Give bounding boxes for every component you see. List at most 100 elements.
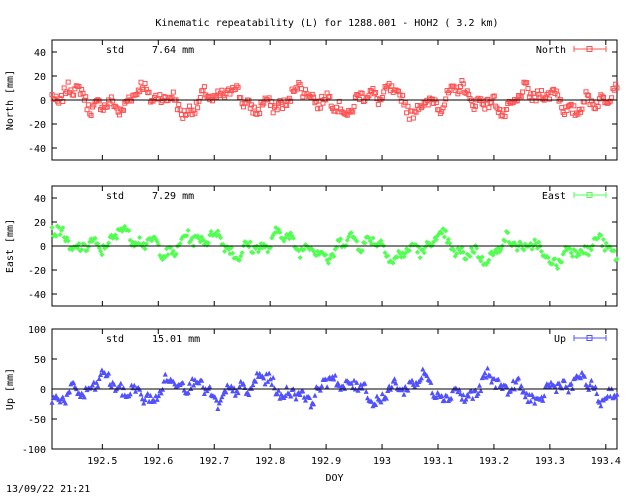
data-point [518,383,524,389]
data-point [129,98,135,104]
data-point [443,96,449,102]
data-point [156,393,162,399]
data-point [584,92,590,98]
legend-label: North [536,45,566,56]
data-point [561,112,567,118]
data-point [405,387,411,393]
data-point [187,380,193,386]
data-point [583,89,589,95]
data-point [189,112,195,118]
x-tick-label: 192.6 [143,456,173,467]
data-point [414,381,420,387]
data-point [502,238,508,244]
series-east [49,223,620,272]
data-point [614,256,620,262]
data-point [354,379,360,385]
x-tick-label: 192.8 [255,456,285,467]
data-point [397,92,403,98]
data-point [84,107,90,113]
data-point [464,251,470,257]
data-point [454,251,460,257]
data-point [521,247,527,253]
data-point [218,235,224,241]
stat-label: std [106,191,124,202]
data-point [503,383,509,389]
y-tick-label: -40 [28,144,46,155]
data-point [162,371,168,377]
data-point [458,83,464,89]
data-point [331,376,337,382]
data-point [517,93,523,99]
data-point [489,379,495,385]
data-point [463,256,469,262]
data-point [587,382,593,388]
data-point [481,373,487,379]
data-point [187,103,193,109]
data-point [485,96,491,102]
data-point [65,79,71,85]
data-point [92,235,98,241]
timestamp-footer: 13/09/22 21:21 [6,484,90,495]
data-point [192,110,198,116]
data-point [65,238,71,244]
data-point [603,240,609,246]
data-point [107,101,113,107]
data-point [141,400,147,406]
panel-north: 40 20 0 -20 -40 North [mm] std 7.64 mm North [5,39,620,161]
data-point [348,380,354,386]
data-point [379,94,385,100]
data-point [62,400,68,406]
data-point [536,91,542,97]
stat-label: std [106,334,124,345]
y-tick-label: 40 [34,194,46,205]
data-point [58,92,64,98]
data-point [572,248,578,254]
data-point [532,237,538,243]
data-point [122,223,128,229]
data-point [142,397,148,403]
data-point [520,89,526,95]
data-point [370,235,376,241]
data-point [370,86,376,92]
data-point [514,247,520,253]
panel-up: 100 50 0 -50 -100 192.5 192.6 192.7 192.8 192.9 19… [5,325,621,484]
data-point [385,388,391,394]
data-point [265,249,271,255]
data-point [267,376,273,382]
data-point [338,236,344,242]
x-axis-label: DOY [325,473,343,484]
data-point [201,390,207,396]
data-point [73,83,79,89]
data-point [311,94,317,100]
data-point [99,252,105,258]
data-point [247,239,253,245]
y-tick-label: 0 [40,96,46,107]
data-point [521,388,527,394]
data-point [362,240,368,246]
data-point [441,102,447,108]
data-point [133,388,139,394]
data-point [300,94,306,100]
data-point [444,393,450,399]
data-point [331,254,337,260]
legend-label: Up [554,334,566,345]
data-point [428,379,434,385]
data-point [223,389,229,395]
data-point [443,228,449,234]
data-point [315,106,321,112]
data-point [79,246,85,252]
data-point [319,383,325,389]
data-point [354,238,360,244]
data-point [545,255,551,261]
data-point [479,101,485,107]
data-point [219,394,225,400]
data-point [439,230,445,236]
data-point [565,389,571,395]
data-point [166,94,172,100]
data-point [510,378,516,384]
data-point [49,399,55,405]
data-point [460,81,466,87]
data-point [282,393,288,399]
y-tick-label: -50 [28,415,46,426]
data-point [351,103,357,109]
